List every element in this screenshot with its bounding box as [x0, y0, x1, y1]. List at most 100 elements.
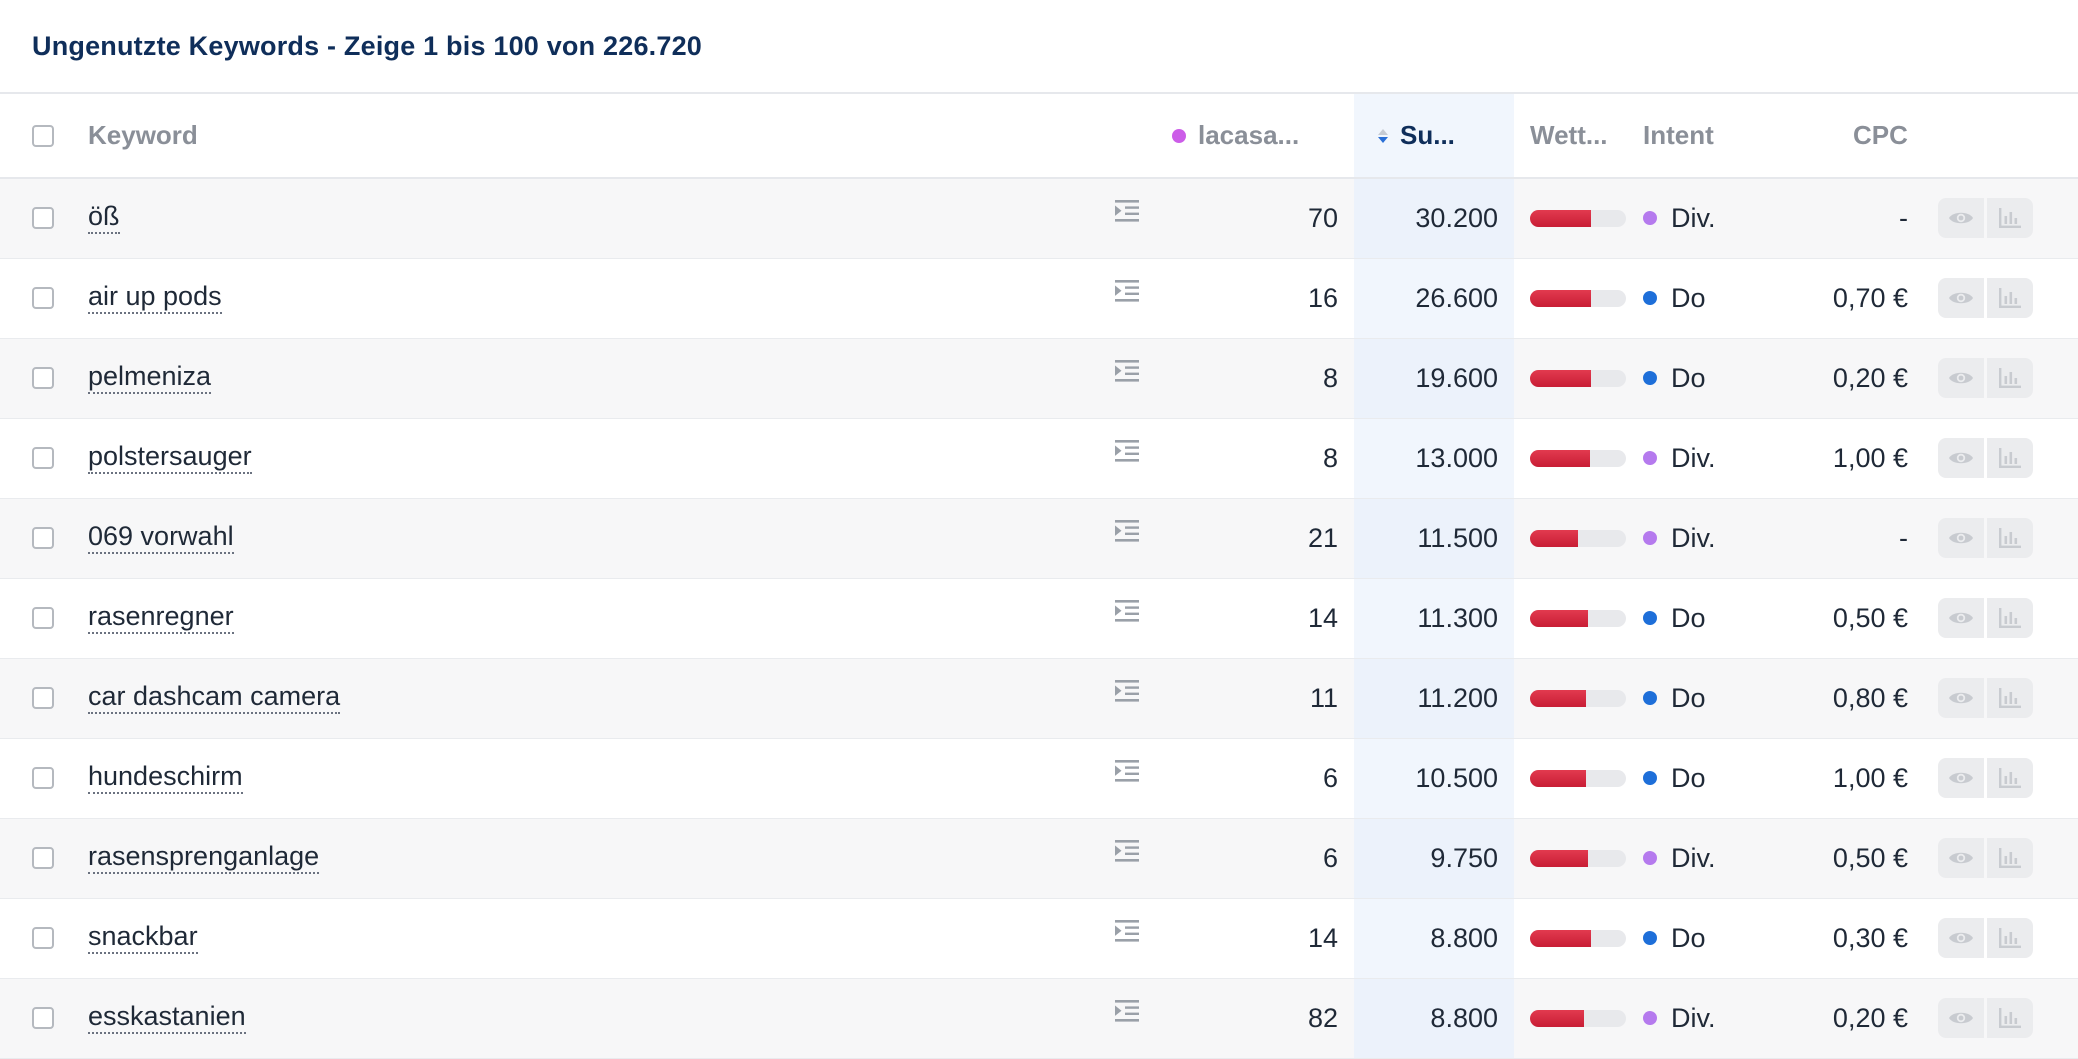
column-header-volume[interactable]: Su...: [1354, 94, 1514, 179]
serp-list-icon[interactable]: [1114, 919, 1140, 943]
column-header-keyword[interactable]: Keyword: [66, 94, 1132, 179]
keyword-link[interactable]: snackbar: [88, 921, 198, 954]
column-header-competition[interactable]: Wett...: [1514, 94, 1643, 179]
chart-button[interactable]: [1987, 678, 2033, 718]
competition-bar: [1530, 849, 1626, 867]
chart-button[interactable]: [1987, 518, 2033, 558]
chart-button[interactable]: [1987, 758, 2033, 798]
column-header-intent[interactable]: Intent: [1643, 94, 1808, 179]
keyword-link[interactable]: rasenregner: [88, 601, 234, 634]
chart-button[interactable]: [1987, 358, 2033, 398]
keyword-link[interactable]: hundeschirm: [88, 761, 243, 794]
search-volume: 30.200: [1354, 178, 1514, 259]
keyword-cell: snackbar: [66, 898, 1139, 979]
serp-list-icon[interactable]: [1114, 439, 1140, 463]
table-row: car dashcam camera 11 11.200 Do 0,80 €: [0, 658, 2078, 739]
row-checkbox[interactable]: [32, 687, 54, 709]
actions-cell: [1938, 258, 2078, 339]
serp-list-icon[interactable]: [1114, 759, 1140, 783]
preview-button[interactable]: [1938, 998, 1984, 1038]
keyword-link[interactable]: polstersauger: [88, 441, 252, 474]
search-volume: 8.800: [1354, 898, 1514, 979]
serp-list-icon[interactable]: [1114, 599, 1140, 623]
cpc-value: 1,00 €: [1808, 418, 1938, 499]
eye-icon: [1949, 292, 1973, 304]
competitor-position: 8: [1132, 338, 1354, 419]
row-checkbox[interactable]: [32, 767, 54, 789]
chart-button[interactable]: [1987, 198, 2033, 239]
row-checkbox-cell: [0, 898, 66, 979]
keyword-link[interactable]: air up pods: [88, 281, 222, 314]
row-checkbox[interactable]: [32, 1007, 54, 1029]
panel-header: Ungenutzte Keywords - Zeige 1 bis 100 vo…: [0, 0, 2078, 94]
keyword-link[interactable]: rasensprenganlage: [88, 841, 320, 874]
competition-bar-fill: [1530, 769, 1586, 787]
intent-dot-icon: [1643, 850, 1657, 865]
eye-icon: [1949, 772, 1973, 784]
preview-button[interactable]: [1938, 358, 1984, 398]
table-row: esskastanien 82 8.800 Div. 0,20 €: [0, 978, 2078, 1059]
preview-button[interactable]: [1938, 198, 1984, 239]
preview-button[interactable]: [1938, 678, 1984, 718]
keyword-link[interactable]: öß: [88, 201, 120, 234]
serp-list-icon[interactable]: [1114, 359, 1140, 383]
serp-list-icon[interactable]: [1114, 199, 1140, 223]
competition-bar-fill: [1530, 369, 1592, 387]
eye-icon: [1949, 452, 1973, 464]
intent-cell: Do: [1643, 258, 1808, 339]
column-header-cpc[interactable]: CPC: [1808, 94, 1938, 179]
chart-button[interactable]: [1987, 278, 2033, 318]
intent-label: Do: [1671, 762, 1706, 793]
eye-icon: [1949, 1012, 1973, 1024]
chart-button[interactable]: [1987, 918, 2033, 958]
actions-cell: [1938, 178, 2078, 259]
competitor-position: 6: [1132, 738, 1354, 819]
competition-bar-fill: [1530, 929, 1592, 947]
chart-button[interactable]: [1987, 598, 2033, 638]
keyword-link[interactable]: 069 vorwahl: [88, 521, 234, 554]
preview-button[interactable]: [1938, 918, 1984, 958]
select-all-checkbox[interactable]: [32, 124, 54, 147]
serp-list-icon[interactable]: [1114, 279, 1140, 303]
row-checkbox[interactable]: [32, 847, 54, 869]
row-checkbox[interactable]: [32, 527, 54, 549]
row-checkbox[interactable]: [32, 447, 54, 469]
bar-chart-icon: [1999, 608, 2021, 628]
preview-button[interactable]: [1938, 278, 1984, 318]
competitor-header-label: lacasa...: [1198, 120, 1300, 150]
cpc-value: 0,70 €: [1808, 258, 1938, 339]
row-checkbox[interactable]: [32, 607, 54, 629]
row-checkbox[interactable]: [32, 207, 54, 230]
actions-cell: [1938, 418, 2078, 499]
row-checkbox[interactable]: [32, 367, 54, 389]
intent-cell: Div.: [1643, 498, 1808, 579]
competitor-dot-icon: [1172, 128, 1186, 143]
eye-icon: [1949, 932, 1973, 944]
actions-cell: [1938, 738, 2078, 819]
preview-button[interactable]: [1938, 598, 1984, 638]
keyword-link[interactable]: esskastanien: [88, 1001, 246, 1034]
chart-button[interactable]: [1987, 438, 2033, 478]
keyword-cell: polstersauger: [66, 418, 1139, 499]
intent-dot-icon: [1643, 770, 1657, 785]
actions-cell: [1938, 658, 2078, 739]
chart-button[interactable]: [1987, 998, 2033, 1038]
keyword-link[interactable]: pelmeniza: [88, 361, 212, 394]
preview-button[interactable]: [1938, 758, 1984, 798]
serp-list-icon[interactable]: [1114, 839, 1140, 863]
serp-list-icon[interactable]: [1114, 679, 1140, 703]
preview-button[interactable]: [1938, 838, 1984, 878]
cpc-value: 0,20 €: [1808, 338, 1938, 419]
row-checkbox[interactable]: [32, 287, 54, 309]
competition-bar-fill: [1530, 529, 1578, 547]
serp-list-icon[interactable]: [1114, 519, 1140, 543]
preview-button[interactable]: [1938, 518, 1984, 558]
keyword-link[interactable]: car dashcam camera: [88, 681, 341, 714]
serp-list-icon[interactable]: [1114, 999, 1140, 1023]
chart-button[interactable]: [1987, 838, 2033, 878]
column-header-competitor[interactable]: lacasa...: [1132, 94, 1354, 179]
row-checkbox[interactable]: [32, 927, 54, 949]
intent-label: Do: [1671, 602, 1706, 633]
preview-button[interactable]: [1938, 438, 1984, 478]
